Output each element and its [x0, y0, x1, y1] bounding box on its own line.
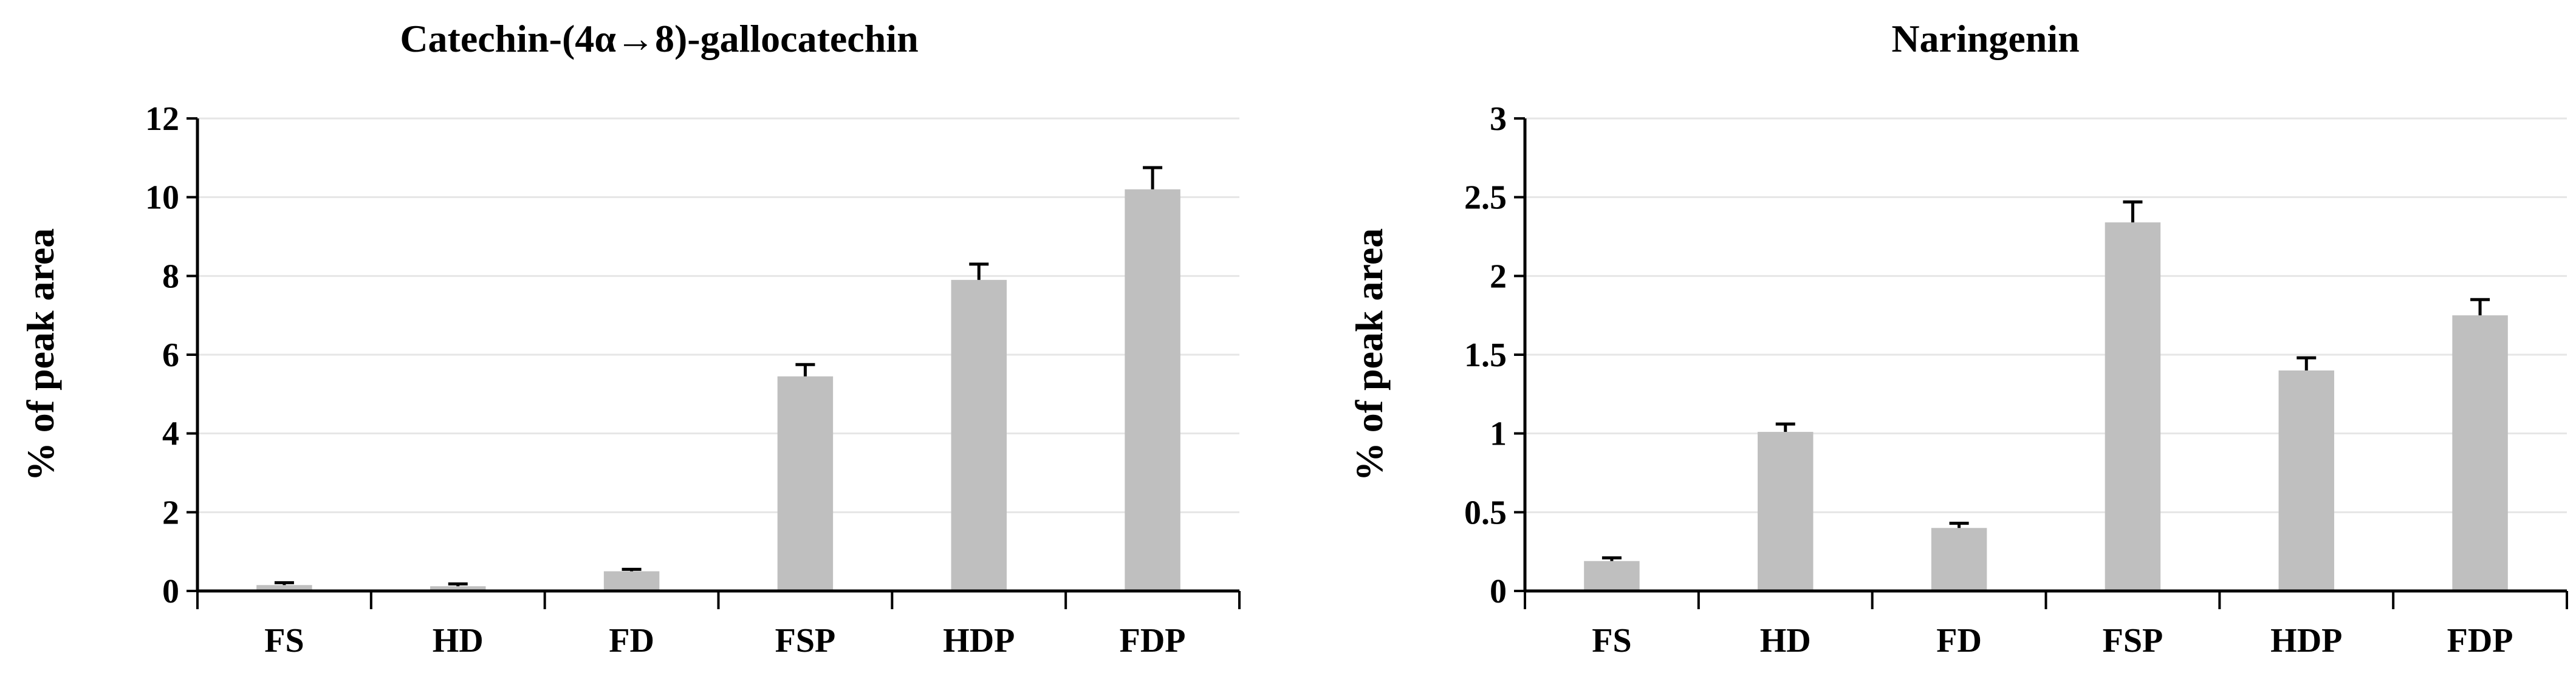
x-tick-label: FSP	[2103, 622, 2163, 660]
y-tick-label: 2	[162, 494, 179, 531]
y-tick-label: 0.5	[1464, 494, 1507, 531]
bar-hd	[1758, 432, 1814, 591]
y-tick-label: 8	[162, 258, 179, 295]
y-tick-label: 1	[1490, 415, 1507, 453]
y-tick-label: 4	[162, 415, 179, 453]
y-tick-label: 2	[1490, 258, 1507, 295]
y-tick-label: 0	[1490, 573, 1507, 610]
x-tick-label: FS	[1592, 622, 1631, 660]
y-axis-label: % of peak area	[19, 228, 62, 482]
bar-fd	[603, 571, 660, 591]
y-tick-label: 3	[1490, 100, 1507, 138]
y-tick-label: 6	[162, 336, 179, 374]
y-tick-label: 2.5	[1464, 179, 1507, 217]
y-axis-label: % of peak area	[1348, 228, 1391, 482]
bar-hd	[430, 586, 486, 591]
x-tick-label: FD	[609, 622, 654, 660]
bar-fsp	[777, 376, 834, 591]
x-tick-label: FD	[1936, 622, 1982, 660]
x-tick-label: HDP	[2270, 622, 2342, 660]
x-tick-label: HD	[1760, 622, 1811, 660]
x-tick-label: HD	[433, 622, 484, 660]
bar-fs	[256, 585, 312, 591]
x-tick-label: FDP	[2447, 622, 2513, 660]
x-tick-label: FSP	[775, 622, 836, 660]
bar-fd	[1931, 528, 1987, 591]
y-tick-label: 12	[145, 100, 179, 138]
bar-hdp	[951, 279, 1007, 592]
chart-panel-2: Naringenin % of peak area 0 0.5 1 1.5 2 2.5 3 FS H…	[1348, 17, 2568, 660]
bar-fdp	[2452, 315, 2508, 591]
bar-fdp	[1125, 189, 1180, 591]
bar-fsp	[2105, 222, 2161, 591]
y-tick-label: 10	[145, 179, 179, 217]
y-tick-label: 1.5	[1464, 336, 1507, 374]
chart-panel-1: Catechin-(4α→8)-gallocatechin % of peak a…	[19, 17, 1241, 660]
chart-title: Naringenin	[1891, 17, 2079, 60]
x-tick-label: HDP	[943, 622, 1015, 660]
bar-fs	[1584, 561, 1640, 591]
x-tick-label: FS	[264, 622, 304, 660]
y-tick-label: 0	[162, 573, 179, 610]
bar-hdp	[2278, 370, 2334, 591]
x-tick-label: FDP	[1120, 622, 1186, 660]
chart-title: Catechin-(4α→8)-gallocatechin	[400, 17, 918, 60]
